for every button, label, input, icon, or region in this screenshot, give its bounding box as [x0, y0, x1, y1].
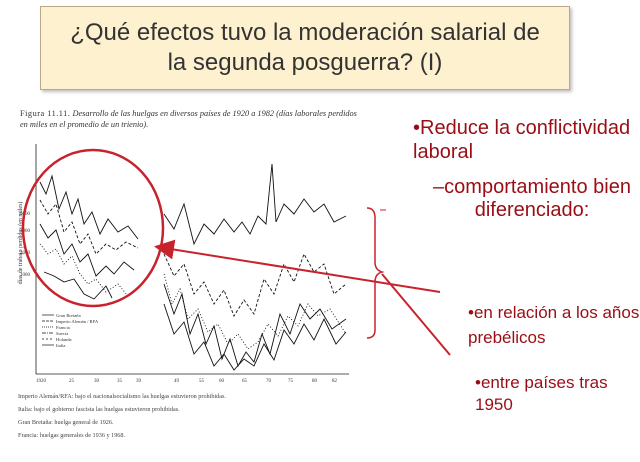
figure-caption: Figura 11.11. Desarrollo de las huelgas …	[20, 108, 360, 130]
arrow-line	[381, 273, 451, 356]
legend-item: Francia	[56, 325, 70, 330]
highlight-circle	[21, 148, 165, 308]
legend-item: Suecia	[56, 331, 68, 336]
figure-label: Figura 11.11.	[20, 109, 71, 118]
legend-item: Italia	[56, 343, 65, 348]
x-tick: 49	[174, 379, 180, 384]
slide-title: ¿Qué efectos tuvo la moderación salarial…	[70, 19, 540, 76]
arrow-line	[154, 239, 441, 293]
x-tick: 60	[219, 379, 225, 384]
x-tick: 1920	[36, 379, 47, 384]
strike-chart: 6000 4000 2000 1000 1920 25 30 35 39 49 …	[20, 144, 349, 384]
series-line	[43, 271, 113, 300]
bullet-point-1-text: en relación a los años prebélicos	[468, 303, 640, 347]
y-tick: 6000	[20, 212, 31, 217]
bullet-point-2: •entre países tras 1950	[475, 372, 635, 416]
legend-item: Gran Bretaña	[56, 313, 81, 318]
figure-note: Francia: huelgas generales de 1936 y 196…	[18, 432, 126, 439]
chart-legend: Gran Bretaña Imperio Alemán / RFA Franci…	[42, 313, 99, 348]
y-tick: 2000	[20, 251, 31, 256]
figure-note: Gran Bretaña: huelga general de 1926.	[18, 419, 114, 426]
x-tick: 70	[266, 379, 272, 384]
x-tick: 82	[332, 379, 338, 384]
y-tick: 1000	[20, 273, 31, 278]
series-line	[163, 303, 347, 371]
legend-item: Holanda	[56, 337, 72, 342]
series-line	[163, 283, 347, 368]
x-tick: 55	[199, 379, 205, 384]
bullet-main-text: Reduce la conflictividad laboral	[413, 117, 631, 163]
bracket-brace	[366, 207, 385, 339]
x-tick: 30	[94, 379, 100, 384]
series-line	[39, 223, 135, 277]
figure-caption-text: Desarrollo de las huelgas en diversos pa…	[20, 109, 357, 129]
bullet-main: •Reduce la conflictividad laboral	[413, 116, 638, 164]
bullet-dot-icon: •	[475, 373, 481, 392]
title-box: ¿Qué efectos tuvo la moderación salarial…	[40, 6, 570, 90]
series-line	[163, 273, 347, 350]
bullet-sub: –comportamiento bien diferenciado:	[433, 176, 631, 221]
x-tick: 75	[288, 379, 294, 384]
y-tick: 4000	[20, 229, 31, 234]
bullet-point-2-text: entre países tras 1950	[475, 373, 608, 414]
x-tick: 65	[242, 379, 248, 384]
x-tick: 39	[136, 379, 142, 384]
series-line	[39, 174, 139, 240]
bullet-point-1: •en relación a los años prebélicos	[468, 300, 640, 350]
legend-item: Imperio Alemán / RFA	[56, 319, 99, 324]
x-tick: 80	[312, 379, 318, 384]
figure-note: Italia: bajo el gobierno fascista las hu…	[18, 406, 180, 413]
figure-note: Imperio Alemán/RFA: bajo el nacionalsoci…	[18, 393, 226, 400]
x-tick: 35	[117, 379, 123, 384]
x-tick: 25	[69, 379, 75, 384]
bullet-dot-icon: •	[413, 117, 421, 139]
figure-notes: Imperio Alemán/RFA: bajo el nacionalsoci…	[18, 390, 348, 442]
series-line	[39, 199, 139, 255]
bullet-dot-icon: •	[468, 303, 474, 322]
series-line	[163, 252, 347, 318]
series-line	[163, 163, 347, 246]
